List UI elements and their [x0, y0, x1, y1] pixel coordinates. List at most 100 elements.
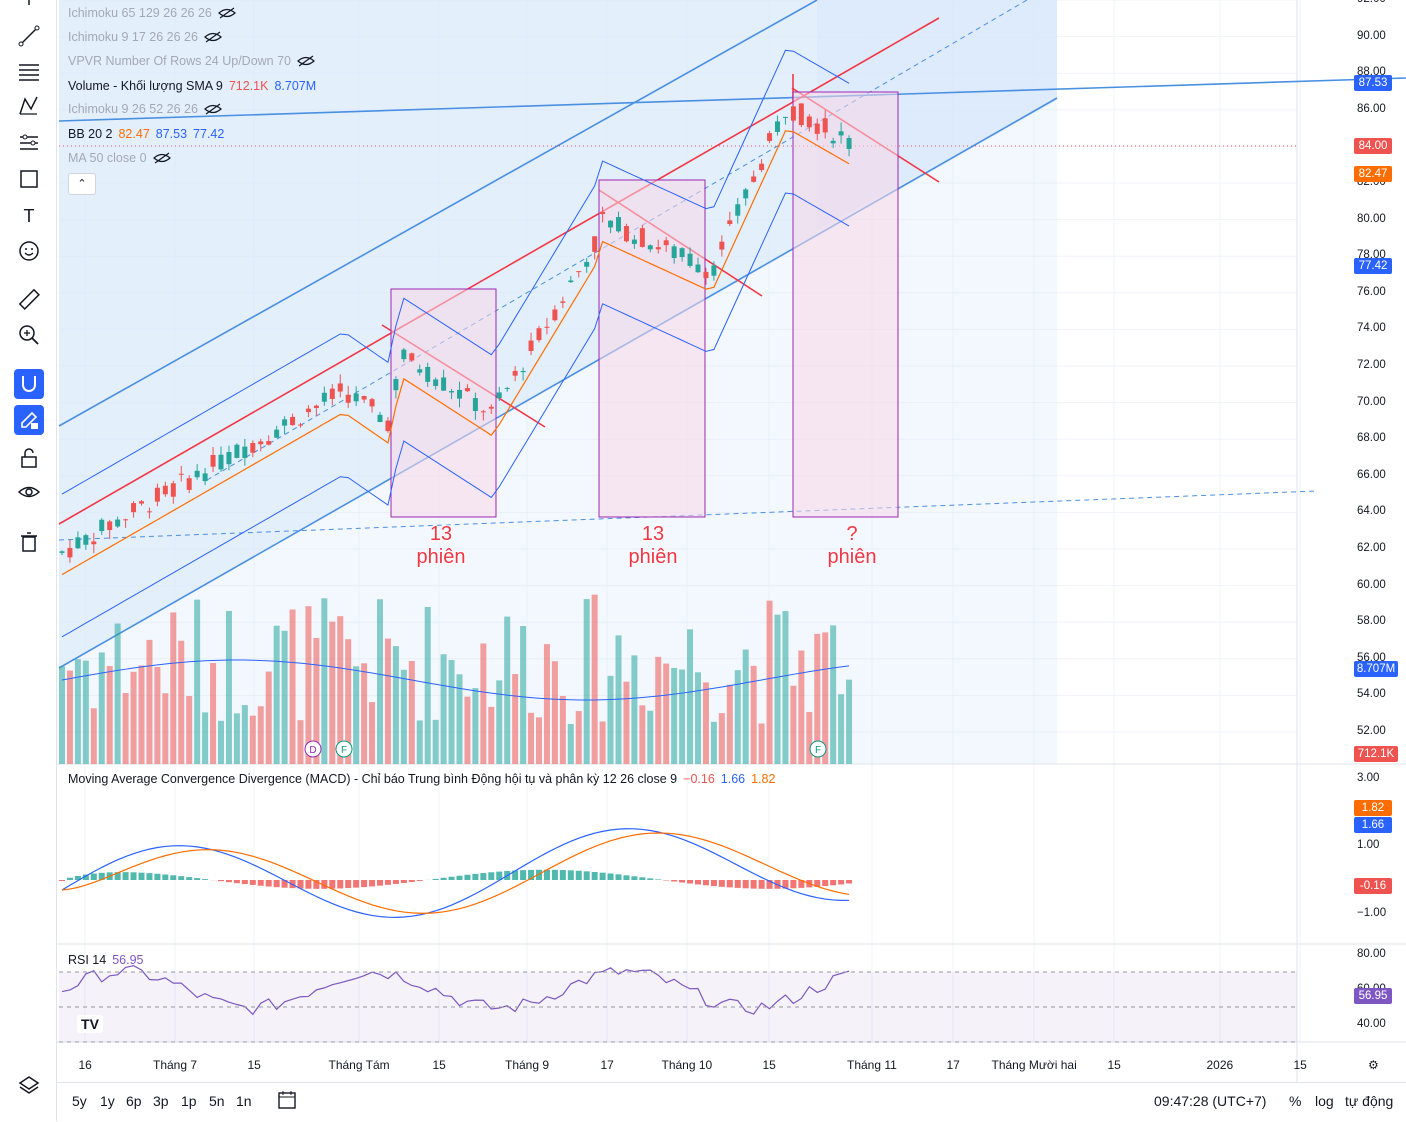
volume-bar: [409, 661, 415, 764]
hidden-eye-icon[interactable]: [153, 152, 171, 164]
price-axis-label: 64.00: [1357, 505, 1386, 517]
tag-rsi: 56.95: [1354, 988, 1392, 1004]
hidden-eye-icon[interactable]: [218, 7, 236, 19]
draw-lock-icon[interactable]: [14, 405, 44, 435]
candle-body: [242, 447, 247, 458]
candle-body: [465, 388, 470, 391]
macd-histogram-bar: [472, 874, 478, 880]
volume-bar: [321, 598, 327, 764]
chart-area[interactable]: D F F TV Ichimoku 65 129 26 26 26 Ichimo…: [57, 0, 1406, 1121]
candle-body: [823, 118, 828, 132]
session-box-2: [599, 180, 705, 517]
trash-icon[interactable]: [14, 527, 44, 557]
range-1p[interactable]: 1p: [181, 1093, 197, 1109]
candle-body: [354, 393, 359, 401]
pattern-icon[interactable]: [14, 91, 44, 121]
rectangle-icon[interactable]: [14, 164, 44, 194]
hidden-eye-icon[interactable]: [204, 31, 222, 43]
bottom-bar: 5y 1y 6p 3p 1p 5n 1n 09:47:28 (UTC+7) % …: [57, 1082, 1406, 1122]
volume-bar: [210, 663, 216, 764]
trendline-icon[interactable]: [14, 21, 44, 51]
log-toggle[interactable]: log: [1315, 1093, 1334, 1109]
time-axis-label: 17: [947, 1058, 960, 1072]
svg-text:F: F: [815, 745, 821, 756]
chart-canvas[interactable]: D F F TV: [57, 0, 1406, 1082]
volume-bar: [703, 682, 709, 764]
settings-icon[interactable]: ⚙: [1368, 1058, 1379, 1072]
emoji-icon[interactable]: [14, 236, 44, 266]
legend-macd[interactable]: Moving Average Convergence Divergence (M…: [68, 772, 775, 786]
candle-body: [322, 393, 327, 402]
legend-ma[interactable]: MA 50 close 0: [68, 151, 171, 165]
candle-body: [775, 121, 780, 132]
volume-bar: [131, 672, 137, 764]
candle-body: [815, 124, 820, 134]
legend-ichimoku-1[interactable]: Ichimoku 65 129 26 26 26: [68, 6, 236, 20]
candle-body: [608, 221, 613, 228]
volume-bar: [258, 706, 264, 764]
range-1n[interactable]: 1n: [236, 1093, 252, 1109]
collapse-legend-button[interactable]: ⌃: [68, 173, 96, 195]
calendar-icon[interactable]: [277, 1089, 297, 1114]
macd-histogram-bar: [687, 880, 693, 884]
ruler-icon[interactable]: [14, 284, 44, 314]
macd-histogram-bar: [250, 880, 256, 885]
macd-histogram-bar: [131, 872, 137, 880]
candle-body: [449, 391, 454, 392]
tag-macd-signal: 1.82: [1354, 800, 1392, 816]
hidden-eye-icon[interactable]: [204, 103, 222, 115]
volume-bar: [202, 712, 208, 764]
percent-toggle[interactable]: %: [1289, 1093, 1301, 1109]
macd-histogram-bar: [616, 874, 622, 880]
macd-histogram-bar: [441, 878, 447, 880]
price-axis-label: 90.00: [1357, 30, 1386, 42]
range-1y[interactable]: 1y: [100, 1093, 115, 1109]
svg-text:D: D: [309, 745, 316, 756]
candle-body: [544, 327, 549, 328]
volume-bar: [393, 646, 399, 764]
annotation-3[interactable]: ?phiên: [822, 523, 882, 569]
forecast-icon[interactable]: [14, 128, 44, 158]
volume-bar: [361, 663, 367, 764]
range-6p[interactable]: 6p: [126, 1093, 142, 1109]
macd-histogram-bar: [234, 880, 240, 883]
candle-body: [139, 501, 144, 503]
hidden-eye-icon[interactable]: [297, 55, 315, 67]
lock-icon[interactable]: [14, 443, 44, 473]
candle-body: [211, 455, 216, 467]
range-5y[interactable]: 5y: [72, 1093, 87, 1109]
macd-histogram-bar: [608, 873, 614, 880]
volume-bar: [520, 626, 526, 764]
volume-bar: [401, 670, 407, 764]
candle-body: [330, 389, 335, 399]
range-3p[interactable]: 3p: [153, 1093, 169, 1109]
legend-vpvr[interactable]: VPVR Number Of Rows 24 Up/Down 70: [68, 54, 315, 68]
volume-bar: [91, 708, 97, 764]
legend-ichimoku-3[interactable]: Ichimoku 9 26 52 26 26: [68, 102, 222, 116]
volume-bar: [433, 720, 439, 764]
layers-icon[interactable]: [14, 1070, 44, 1100]
zoom-icon[interactable]: [14, 320, 44, 350]
text-icon[interactable]: T: [14, 200, 44, 230]
range-5n[interactable]: 5n: [209, 1093, 225, 1109]
fib-icon[interactable]: [14, 56, 44, 86]
volume-bar: [250, 716, 256, 764]
clock-time[interactable]: 09:47:28 (UTC+7): [1154, 1093, 1266, 1109]
volume-bar: [727, 685, 733, 764]
cursor-line-icon[interactable]: [14, 0, 44, 14]
auto-toggle[interactable]: tự động: [1345, 1093, 1393, 1109]
volume-bar: [576, 711, 582, 764]
time-axis-label: Tháng Tám: [329, 1058, 390, 1072]
candle-body: [719, 242, 724, 250]
legend-ichimoku-2[interactable]: Ichimoku 9 17 26 26 26: [68, 30, 222, 44]
macd-histogram-bar: [735, 880, 741, 888]
volume-bar: [99, 652, 105, 764]
volume-bar: [496, 680, 502, 764]
magnet-icon[interactable]: [14, 369, 44, 399]
eye-icon[interactable]: [14, 477, 44, 507]
